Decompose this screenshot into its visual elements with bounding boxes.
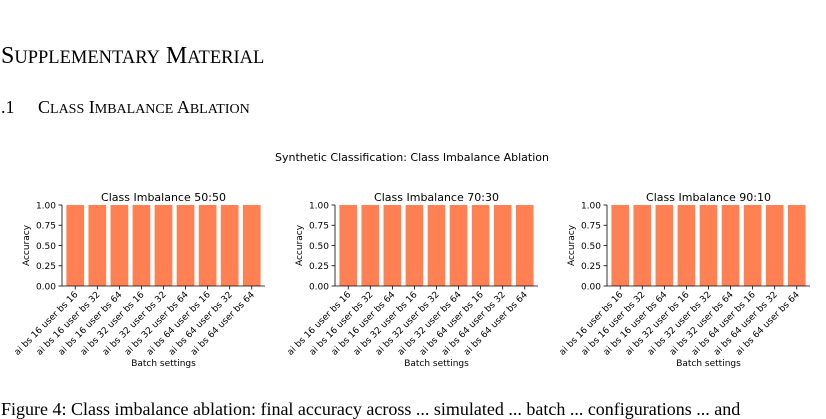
bar (427, 205, 446, 286)
bar (110, 205, 129, 286)
bar (493, 205, 512, 286)
x-axis-label: Batch settings (676, 359, 741, 369)
bar (721, 205, 740, 286)
y-tick-label: 0.25 (309, 262, 329, 272)
bar (515, 205, 534, 286)
bar (765, 205, 784, 286)
bar (405, 205, 424, 286)
bar (699, 205, 718, 286)
chart-panel-3: Class Imbalance 90:10 0.00 0.25 0.50 0.75 1.0… (558, 191, 810, 369)
figure-suptitle: Synthetic Classification: Class Imbalanc… (275, 151, 549, 164)
section-rest-1: UPPLEMENTARY (14, 48, 160, 68)
x-axis-label: Batch settings (404, 359, 469, 369)
bar (220, 205, 239, 286)
y-tick-label: 0.75 (581, 222, 601, 232)
y-tick-label: 0.25 (581, 262, 601, 272)
subsection-heading: .1 CLASS IMBALANCE ABLATION (1, 98, 250, 117)
y-tick-label: 0.25 (36, 262, 56, 272)
bar (383, 205, 402, 286)
bar (154, 205, 173, 286)
chart-title: Class Imbalance 70:30 (374, 191, 499, 204)
bar (339, 205, 358, 286)
bar (677, 205, 696, 286)
figure: Synthetic Classification: Class Imbalanc… (13, 151, 810, 369)
bar (66, 205, 85, 286)
section-letter-2: M (165, 43, 188, 69)
bar (743, 205, 762, 286)
subsection-rest-1: LASS (50, 102, 85, 117)
y-axis-label: Accuracy (22, 224, 32, 266)
bar (449, 205, 468, 286)
figure-caption: Figure 4: Class imbalance ablation: fina… (1, 399, 741, 419)
bar (633, 205, 652, 286)
x-axis-label: Batch settings (131, 359, 196, 369)
y-tick-label: 1.00 (581, 201, 601, 211)
chart-title: Class Imbalance 50:50 (101, 191, 226, 204)
chart-title: Class Imbalance 90:10 (646, 191, 771, 204)
subsection-rest-3: BLATION (189, 102, 250, 117)
y-tick-label: 0.50 (309, 242, 329, 252)
subsection-letter-2: I (88, 97, 95, 117)
section-rest-2: ATERIAL (187, 48, 265, 68)
subsection-letter-3: A (176, 97, 190, 117)
y-tick-label: 0.00 (309, 282, 329, 292)
chart-panel-1: Class Imbalance 50:50 0.00 0.25 0.50 0.75 1.0… (13, 191, 265, 369)
y-tick-label: 0.50 (36, 242, 56, 252)
y-tick-label: 0.00 (581, 282, 601, 292)
bar (655, 205, 674, 286)
y-tick-label: 1.00 (309, 201, 329, 211)
bar (471, 205, 490, 286)
y-axis-label: Accuracy (295, 224, 305, 266)
subsection-number: .1 (1, 97, 15, 117)
bar (88, 205, 107, 286)
y-axis-label: Accuracy (567, 224, 577, 266)
bar (198, 205, 217, 286)
y-tick-label: 1.00 (36, 201, 56, 211)
y-tick-label: 0.75 (309, 222, 329, 232)
bar (361, 205, 380, 286)
y-tick-label: 0.00 (36, 282, 56, 292)
bar (611, 205, 630, 286)
bar (132, 205, 151, 286)
bar (787, 205, 806, 286)
chart-panel-2: Class Imbalance 70:30 0.00 0.25 0.50 0.75 1.0… (286, 191, 538, 369)
y-tick-label: 0.75 (36, 222, 56, 232)
bar (176, 205, 195, 286)
y-tick-label: 0.50 (581, 242, 601, 252)
subsection-letter-1: C (38, 97, 51, 117)
subsection-rest-2: MBALANCE (94, 102, 174, 117)
section-heading: SUPPLEMENTARY MATERIAL (1, 44, 264, 68)
section-letter-1: S (1, 43, 15, 69)
bar (242, 205, 261, 286)
